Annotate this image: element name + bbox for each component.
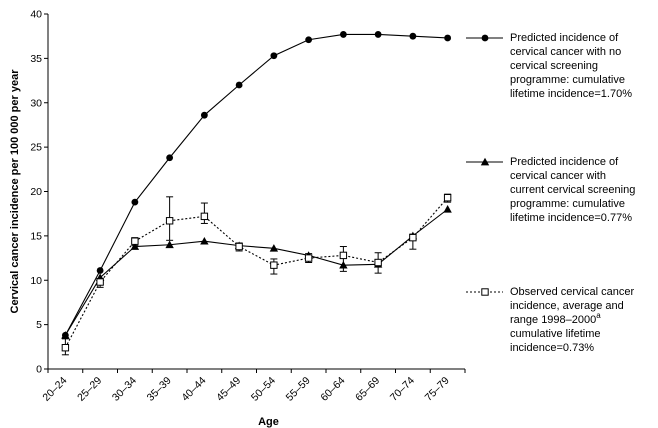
data-point-square: [443, 194, 452, 202]
legend: Predicted incidence of cervical cancer wi…: [466, 32, 635, 354]
data-point-circle: [131, 198, 139, 206]
legend-label: range 1998–2000a: [510, 311, 601, 326]
legend-label: incidence=0.73%: [510, 342, 594, 354]
legend-label: cervical cancer with no: [510, 46, 621, 58]
data-point-circle: [96, 267, 104, 274]
data-point-triangle: [200, 237, 209, 245]
data-point-triangle: [480, 157, 490, 166]
x-tick-label: 40–44: [179, 375, 208, 404]
series-line: [64, 197, 449, 348]
data-point-circle: [374, 31, 382, 38]
y-tick-label: 20: [30, 186, 42, 198]
y-tick-label: 10: [30, 275, 42, 287]
axes: 0 5 10 15 20 25 30 35 40 20–24 25–29 30–34 35–39 40–…: [30, 9, 466, 404]
data-point-square: [131, 237, 139, 245]
data-point-square: [374, 258, 382, 267]
legend-label: current cervical screening: [510, 184, 635, 196]
y-tick-label: 25: [30, 142, 42, 154]
y-tick-label: 35: [30, 53, 42, 65]
legend-label: programme: cumulative: [510, 74, 625, 86]
data-point-circle: [305, 36, 313, 44]
data-point-square: [61, 344, 70, 352]
x-tick-label: 65–69: [353, 375, 382, 404]
data-point-circle: [409, 32, 417, 40]
legend-item-observed: Observed cervical cancer incidence, avera…: [466, 286, 634, 354]
data-point-circle: [235, 81, 243, 89]
legend-label: Predicted incidence of: [510, 32, 619, 44]
data-point-square: [96, 278, 104, 286]
data-point-triangle: [269, 244, 279, 252]
data-point-square: [270, 261, 278, 269]
x-axis-ticks: 20–24 25–29 30–34 35–39 40–44 45–49 50–54 55–59…: [40, 369, 466, 404]
legend-item-no_screening: Predicted incidence of cervical cancer wi…: [466, 32, 632, 100]
legend-label: lifetime incidence=1.70%: [510, 88, 632, 100]
x-tick-label: 55–59: [284, 375, 313, 404]
x-tick-label: 60–64: [318, 375, 347, 404]
y-tick-label: 30: [30, 97, 42, 109]
legend-label: cervical cancer with: [510, 170, 606, 182]
y-tick-label: 40: [30, 9, 42, 21]
x-tick-label: 20–24: [40, 375, 69, 404]
series-line: [64, 33, 448, 336]
data-point-square: [235, 242, 243, 251]
series-current_screening: [61, 205, 452, 339]
series-layer: [61, 31, 452, 356]
data-point-triangle: [443, 205, 452, 213]
data-point-triangle: [61, 331, 70, 339]
series-observed: [61, 193, 452, 356]
data-point-square: [165, 217, 174, 225]
data-point-square: [304, 254, 313, 262]
legend-label: lifetime incidence=0.77%: [510, 212, 632, 224]
data-point-circle: [200, 111, 208, 119]
legend-label: cumulative lifetime: [510, 328, 600, 340]
x-axis-title: Age: [258, 416, 279, 428]
x-tick-label: 75–79: [423, 375, 452, 404]
data-point-square: [409, 233, 417, 242]
data-point-circle: [270, 52, 278, 60]
data-point-circle: [166, 154, 174, 162]
x-tick-label: 25–29: [75, 375, 104, 404]
series-line: [64, 208, 448, 336]
data-point-square: [200, 212, 209, 221]
x-tick-label: 30–34: [110, 375, 139, 404]
legend-item-current_screening: Predicted incidence of cervical cancer wi…: [466, 156, 635, 224]
y-axis-ticks: 0 5 10 15 20 25 30 35 40: [30, 9, 48, 376]
legend-label: programme: cumulative: [510, 198, 625, 210]
y-tick-label: 15: [30, 230, 42, 242]
legend-label: cervical screening: [510, 60, 598, 72]
x-tick-label: 45–49: [214, 375, 243, 404]
legend-label: Observed cervical cancer: [510, 286, 634, 298]
data-point-circle: [481, 34, 489, 42]
y-axis-title: Cervical cancer incidence per 100 000 pe…: [9, 69, 21, 314]
series-no_screening: [61, 31, 452, 339]
y-tick-label: 5: [36, 319, 42, 331]
data-point-circle: [339, 31, 347, 38]
data-point-square: [339, 251, 348, 260]
x-tick-label: 50–54: [249, 375, 278, 404]
legend-label: Predicted incidence of: [510, 156, 619, 168]
y-tick-label: 0: [36, 364, 42, 376]
data-point-circle: [444, 34, 452, 42]
x-tick-label: 35–39: [145, 375, 174, 404]
data-point-square: [481, 288, 489, 296]
data-point-triangle: [165, 240, 174, 249]
x-tick-label: 70–74: [388, 375, 417, 404]
legend-label: incidence, average and: [510, 300, 624, 312]
legend-superscript: a: [596, 311, 601, 320]
